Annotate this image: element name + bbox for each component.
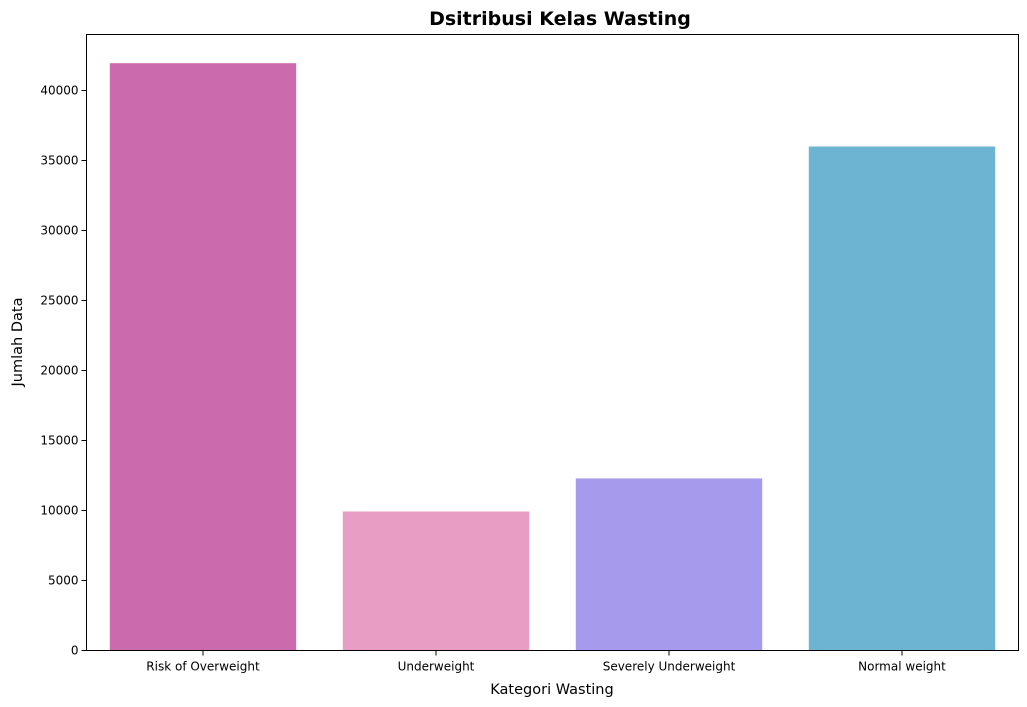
y-tick-label: 35000 [40, 154, 78, 168]
y-tick-label: 40000 [40, 84, 78, 98]
x-tick-label: Risk of Overweight [146, 660, 260, 674]
y-tick-label: 10000 [40, 504, 78, 518]
y-tick-label: 30000 [40, 224, 78, 238]
y-axis-label: Jumlah Data [10, 298, 26, 388]
y-axis-ticks: 0 5000 10000 15000 20000 25000 30000 35000 40000 [40, 84, 87, 658]
bar-normal-weight [808, 146, 996, 651]
x-tick-label: Severely Underweight [603, 660, 736, 674]
chart-title: Dsitribusi Kelas Wasting [429, 8, 691, 30]
bar-risk-of-overweight [109, 63, 297, 651]
y-tick-label: 20000 [40, 364, 78, 378]
bars [109, 63, 996, 651]
x-axis-ticks: Risk of Overweight Underweight Severely Un… [146, 650, 946, 674]
bar-underweight [342, 511, 530, 651]
x-tick-label: Normal weight [858, 660, 946, 674]
bar-severely-underweight [575, 478, 763, 651]
y-tick-label: 0 [71, 644, 79, 658]
x-axis-label: Kategori Wasting [490, 682, 613, 698]
y-tick-label: 15000 [40, 434, 78, 448]
plot-frame [86, 34, 1019, 651]
y-tick-label: 5000 [48, 574, 79, 588]
x-tick-label: Underweight [398, 660, 475, 674]
y-tick-label: 25000 [40, 294, 78, 308]
